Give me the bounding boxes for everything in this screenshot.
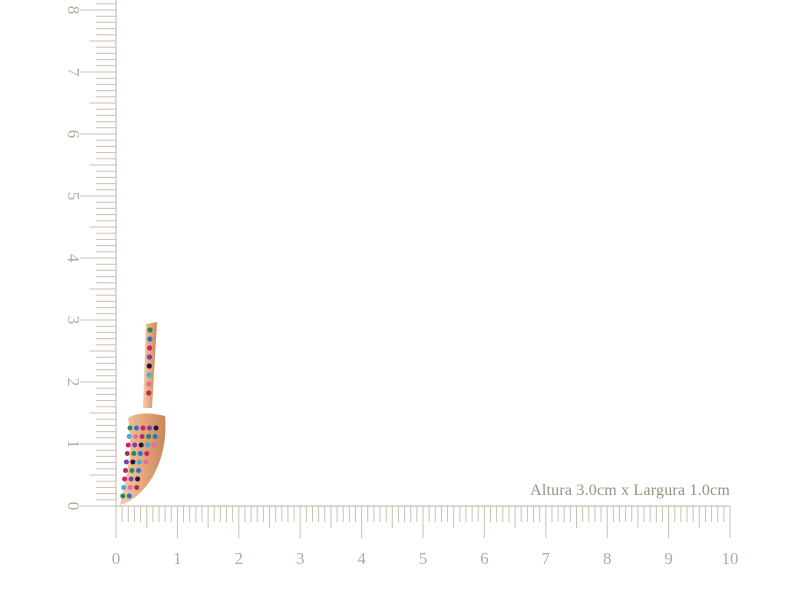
gemstone: [127, 485, 133, 490]
gemstone: [132, 442, 138, 448]
gemstone: [146, 372, 152, 378]
gemstone: [147, 327, 153, 333]
gemstone: [146, 363, 152, 369]
x-tick-label: 8: [603, 549, 612, 568]
gemstone: [131, 451, 137, 456]
gemstone: [136, 459, 142, 465]
y-tick-label: 7: [64, 68, 83, 77]
x-tick-label: 2: [235, 549, 244, 568]
y-tick-label: 4: [64, 254, 83, 263]
x-tick-label: 0: [112, 549, 121, 568]
gemstone: [146, 381, 152, 387]
gemstone: [151, 442, 157, 448]
gemstone: [126, 434, 132, 439]
x-tick-label: 9: [664, 549, 673, 568]
gemstone: [146, 434, 152, 439]
gemstone: [144, 451, 150, 456]
gemstone: [127, 425, 133, 431]
gemstone: [146, 390, 152, 396]
gemstone: [152, 434, 158, 439]
gemstone: [147, 345, 153, 351]
y-tick-label: 1: [64, 440, 83, 449]
x-tick-label: 10: [722, 549, 739, 568]
dimensions-caption: Altura 3.0cm x Largura 1.0cm: [530, 482, 730, 499]
x-tick-label: 3: [296, 549, 305, 568]
gemstone: [135, 476, 141, 482]
gemstone: [130, 459, 136, 465]
y-tick-label: 2: [64, 378, 83, 387]
y-tick-label: 6: [64, 130, 83, 139]
gemstone: [129, 468, 135, 473]
gemstone: [147, 425, 152, 431]
gemstone: [137, 451, 143, 456]
x-tick-label: 7: [542, 549, 551, 568]
y-tick-label: 8: [64, 6, 83, 15]
y-tick-label: 0: [64, 502, 83, 511]
gemstone: [124, 451, 130, 456]
x-tick-label: 1: [173, 549, 182, 568]
x-tick-label: 6: [480, 549, 489, 568]
x-tick-label: 5: [419, 549, 428, 568]
gemstone: [140, 425, 146, 431]
gemstone: [133, 434, 139, 439]
gemstone: [126, 493, 132, 499]
gemstone: [128, 476, 134, 482]
gemstone: [120, 493, 126, 499]
gemstone: [138, 442, 144, 448]
gemstone: [136, 468, 141, 473]
y-tick-label: 5: [64, 192, 83, 201]
gemstone: [123, 459, 129, 465]
gemstone: [125, 442, 131, 448]
gemstone: [145, 442, 151, 448]
gemstone: [122, 476, 128, 482]
gemstone: [147, 336, 153, 342]
gemstone: [139, 434, 145, 439]
gemstone: [123, 468, 128, 473]
gemstone: [121, 485, 127, 490]
gemstone: [134, 485, 140, 490]
gemstone: [153, 425, 159, 431]
x-tick-label: 4: [357, 549, 366, 568]
gemstone: [143, 459, 149, 465]
gemstone: [146, 354, 153, 360]
gemstone: [134, 425, 139, 431]
y-tick-label: 3: [64, 316, 83, 325]
